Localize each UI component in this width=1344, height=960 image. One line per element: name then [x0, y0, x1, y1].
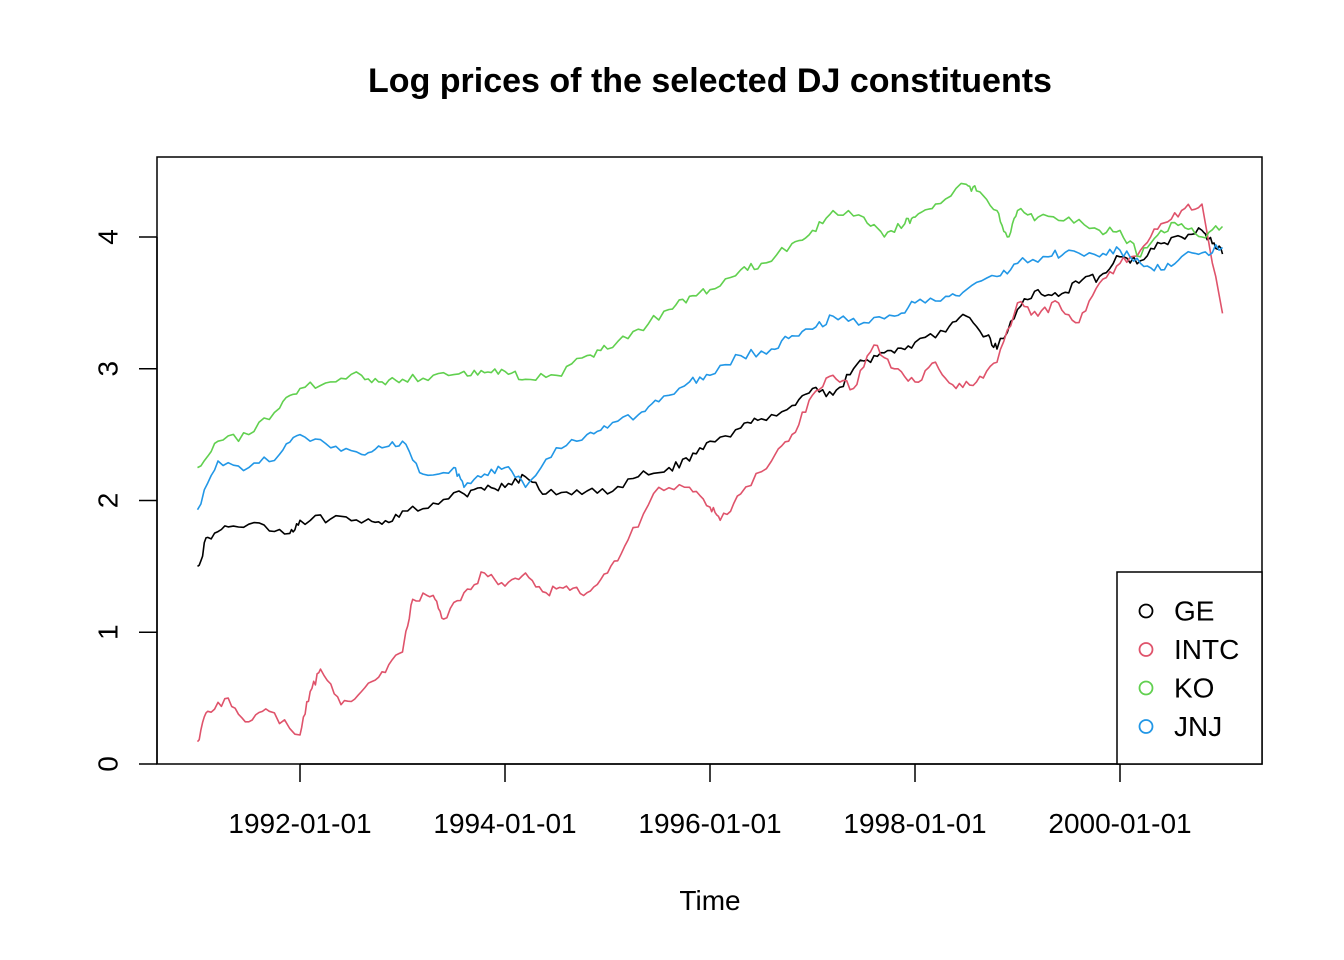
series-line-ko — [197, 182, 1224, 469]
x-tick-label: 1998-01-01 — [843, 808, 986, 839]
y-tick-label: 3 — [93, 361, 124, 377]
x-tick-label: 1996-01-01 — [638, 808, 781, 839]
x-axis-label: Time — [679, 885, 740, 916]
y-tick-label: 4 — [93, 229, 124, 245]
legend-label-intc: INTC — [1174, 634, 1239, 665]
y-tick-label: 2 — [93, 493, 124, 509]
y-axis: 0 1 2 3 4 — [93, 229, 158, 772]
legend-marker-ko — [1138, 680, 1154, 696]
legend-marker-intc — [1138, 642, 1154, 657]
x-tick-label: 1994-01-01 — [433, 808, 576, 839]
chart-title: Log prices of the selected DJ constituen… — [368, 62, 1052, 100]
series-layer — [196, 182, 1224, 743]
series-line-jnj — [196, 243, 1223, 511]
legend: GE INTC KO JNJ — [1116, 571, 1263, 765]
legend-label-ge: GE — [1174, 596, 1214, 627]
legend-marker-jnj — [1138, 719, 1154, 734]
x-axis: 1992-01-01 1994-01-01 1996-01-01 1998-01-01… — [228, 763, 1192, 839]
legend-label-ko: KO — [1174, 673, 1214, 704]
x-tick-label: 2000-01-01 — [1048, 808, 1191, 839]
y-tick-label: 0 — [93, 756, 124, 772]
series-line-intc — [196, 203, 1224, 743]
series-line-ge — [197, 227, 1224, 568]
legend-label-jnj: JNJ — [1174, 711, 1222, 742]
x-tick-label: 1992-01-01 — [228, 808, 371, 839]
legend-marker-ge — [1138, 603, 1154, 619]
y-tick-label: 1 — [93, 624, 124, 640]
